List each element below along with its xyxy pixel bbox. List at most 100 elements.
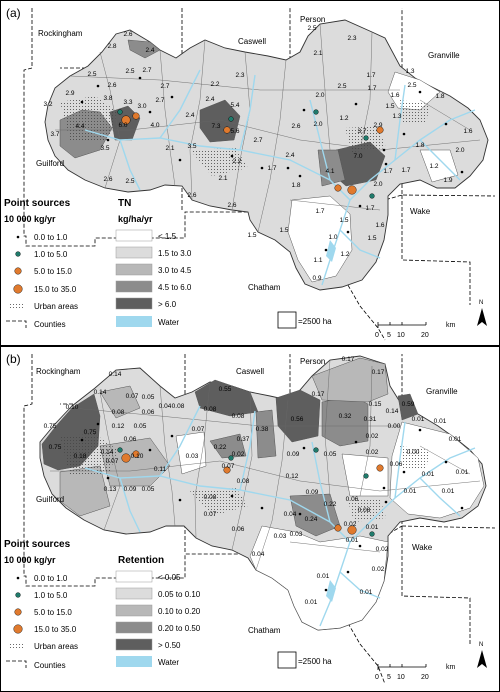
subbasin-values-b: 0.140.140.07 0.050.100.08 0.060.040.750.75… <box>44 356 469 606</box>
legend-urban: Urban areas <box>34 302 78 311</box>
subbasin-value: 1.3 <box>405 68 414 75</box>
area-reference-label: =2500 ha <box>298 657 332 666</box>
point-source-dot-icon <box>15 592 21 598</box>
subbasin-value: 2.1 <box>165 145 174 152</box>
subbasin-value: 1.5 <box>367 235 376 242</box>
subbasin-value: 0.09 <box>124 486 137 493</box>
legend-water: Water <box>158 318 179 327</box>
subbasin-value: 3.3 <box>123 99 132 106</box>
subbasin-value: 0.05 <box>142 486 155 493</box>
subbasin-value: 4.4 <box>75 123 84 130</box>
subbasin-value: 1.7 <box>383 168 392 175</box>
subbasin-value: 3.0 <box>137 103 146 110</box>
subbasin-value: 0.14 <box>101 449 114 456</box>
county-label-wake: Wake <box>410 207 431 216</box>
county-label-person: Person <box>300 15 325 24</box>
subbasin-value: 1.6 <box>463 128 472 135</box>
subbasin-value: 2.4 <box>205 96 214 103</box>
legend-ps-item-2: 1.0 to 5.0 <box>34 250 68 259</box>
area-reference-box <box>277 311 297 329</box>
subbasin-value: 1.0 <box>328 234 337 241</box>
legend-ps-item-4: 15.0 to 35.0 <box>34 285 77 294</box>
map-b-svg: Rockingham Caswell Person Granville Guil… <box>0 346 500 692</box>
subbasin-value: 0.09 <box>306 489 319 496</box>
map-panel-b: Rockingham Caswell Person Granville Guil… <box>0 346 500 692</box>
subbasin-value: 4.1 <box>325 168 334 175</box>
north-arrow-icon: N <box>477 300 487 326</box>
subbasin-value: 2.5 <box>407 82 416 89</box>
subbasin-value: 1.6 <box>375 222 384 229</box>
subbasin-value: 0.32 <box>339 413 352 420</box>
subbasin-value: 2.4 <box>185 112 194 119</box>
subbasin-value: 1.7 <box>367 85 376 92</box>
legend-ps-item-4: 15.0 to 35.0 <box>34 625 77 634</box>
subbasin-value: 0.09 <box>287 451 300 458</box>
subbasin-value: 2.0 <box>455 147 464 154</box>
legend-class-item-5: > 6.0 <box>158 300 177 309</box>
subbasin-value: 0.12 <box>286 473 299 480</box>
subbasin-value: 3.8 <box>103 95 112 102</box>
scale-tick-0: 0 <box>375 674 379 681</box>
subbasin-value: 2.0 <box>315 92 324 99</box>
subbasin-value: 0.02 <box>366 433 379 440</box>
subbasin-value: 2.6 <box>227 202 236 209</box>
subbasin-value: 2.9 <box>65 90 74 97</box>
subbasin-value: 0.08 <box>232 413 245 420</box>
scale-tick-10: 10 <box>397 674 405 681</box>
subbasin-value: 0.06 <box>390 461 403 468</box>
subbasin-value: 2.6 <box>103 176 112 183</box>
subbasin-value: 0.03 <box>186 453 199 460</box>
subbasin-value: 2.1 <box>218 175 227 182</box>
scale-tick-20: 20 <box>421 332 429 339</box>
subbasin-value: 0.01 <box>305 599 318 606</box>
subbasin-value: 0.18 <box>74 453 87 460</box>
subbasin-value: 0.01 <box>434 418 447 425</box>
county-labels-b: Rockingham Caswell Person Granville Guil… <box>36 357 458 635</box>
county-label-chatham: Chatham <box>248 283 281 292</box>
subbasin-value: 2.6 <box>291 123 300 130</box>
scale-tick-0: 0 <box>375 332 379 339</box>
subbasin-value: 0.03 <box>290 531 303 538</box>
subbasin-value: 4.0 <box>150 122 159 129</box>
subbasin-value: 1.6 <box>390 92 399 99</box>
legend-water: Water <box>158 658 179 667</box>
legend-class-unit: kg/ha/yr <box>118 214 153 224</box>
subbasin-value: 0.06 <box>232 526 245 533</box>
subbasin-value: 0.04 <box>284 511 297 518</box>
legend-ps-unit: 10 000 kg/yr <box>4 214 56 224</box>
legend-class-item-4: 0.20 to 0.50 <box>158 624 201 633</box>
subbasin-value: 0.11 <box>154 466 167 473</box>
legend-ps-title: Point sources <box>4 198 71 209</box>
subbasin-values-a: 2.6 2.8 2.4 2.5 2.5 2.7 2.6 2.7 3.2 2.9 3.8 3.3 3.0 2… <box>43 25 472 282</box>
county-label-guilford: Guilford <box>36 159 64 168</box>
subbasin-value: 2.3 <box>347 35 356 42</box>
north-arrow-icon: N <box>477 642 487 668</box>
subbasin-value: 7.0 <box>353 153 362 160</box>
panel-letter-b: (b) <box>6 352 21 366</box>
subbasin-value: 2.9 <box>373 122 382 129</box>
scale-tick-20: 20 <box>421 674 429 681</box>
subbasin-value: 0.04 <box>159 403 172 410</box>
north-label: N <box>479 642 483 648</box>
subbasin-value: 1.8 <box>435 93 444 100</box>
watershed-b <box>39 355 487 631</box>
scale-bar-icon: 0 5 10 20 km <box>375 322 456 339</box>
subbasin-value: 0.75 <box>49 444 62 451</box>
subbasin-value: 0.07 <box>106 458 119 465</box>
subbasin-value: 0.10 <box>66 404 79 411</box>
subbasin-value: 2.5 <box>337 83 346 90</box>
county-label-wake: Wake <box>412 543 433 552</box>
panel-letter-a: (a) <box>6 6 21 20</box>
subbasin-value: 1.5 <box>339 217 348 224</box>
point-source-dot-icon <box>16 235 20 239</box>
legend-class-item-5: > 0.50 <box>158 641 181 650</box>
county-label-person: Person <box>300 357 325 366</box>
legend-class-item-4: 4.5 to 6.0 <box>158 283 192 292</box>
map-panel-a: Rockingham Caswell Person Granville Guil… <box>0 0 500 346</box>
subbasin-value: 1.3 <box>392 113 401 120</box>
legend-ps-item-1: 0.0 to 1.0 <box>34 233 68 242</box>
subbasin-value: 3.7 <box>50 131 59 138</box>
subbasin-value: 0.59 <box>402 401 415 408</box>
subbasin-value: 2.6 <box>187 192 196 199</box>
subbasin-value: 2.7 <box>142 67 151 74</box>
